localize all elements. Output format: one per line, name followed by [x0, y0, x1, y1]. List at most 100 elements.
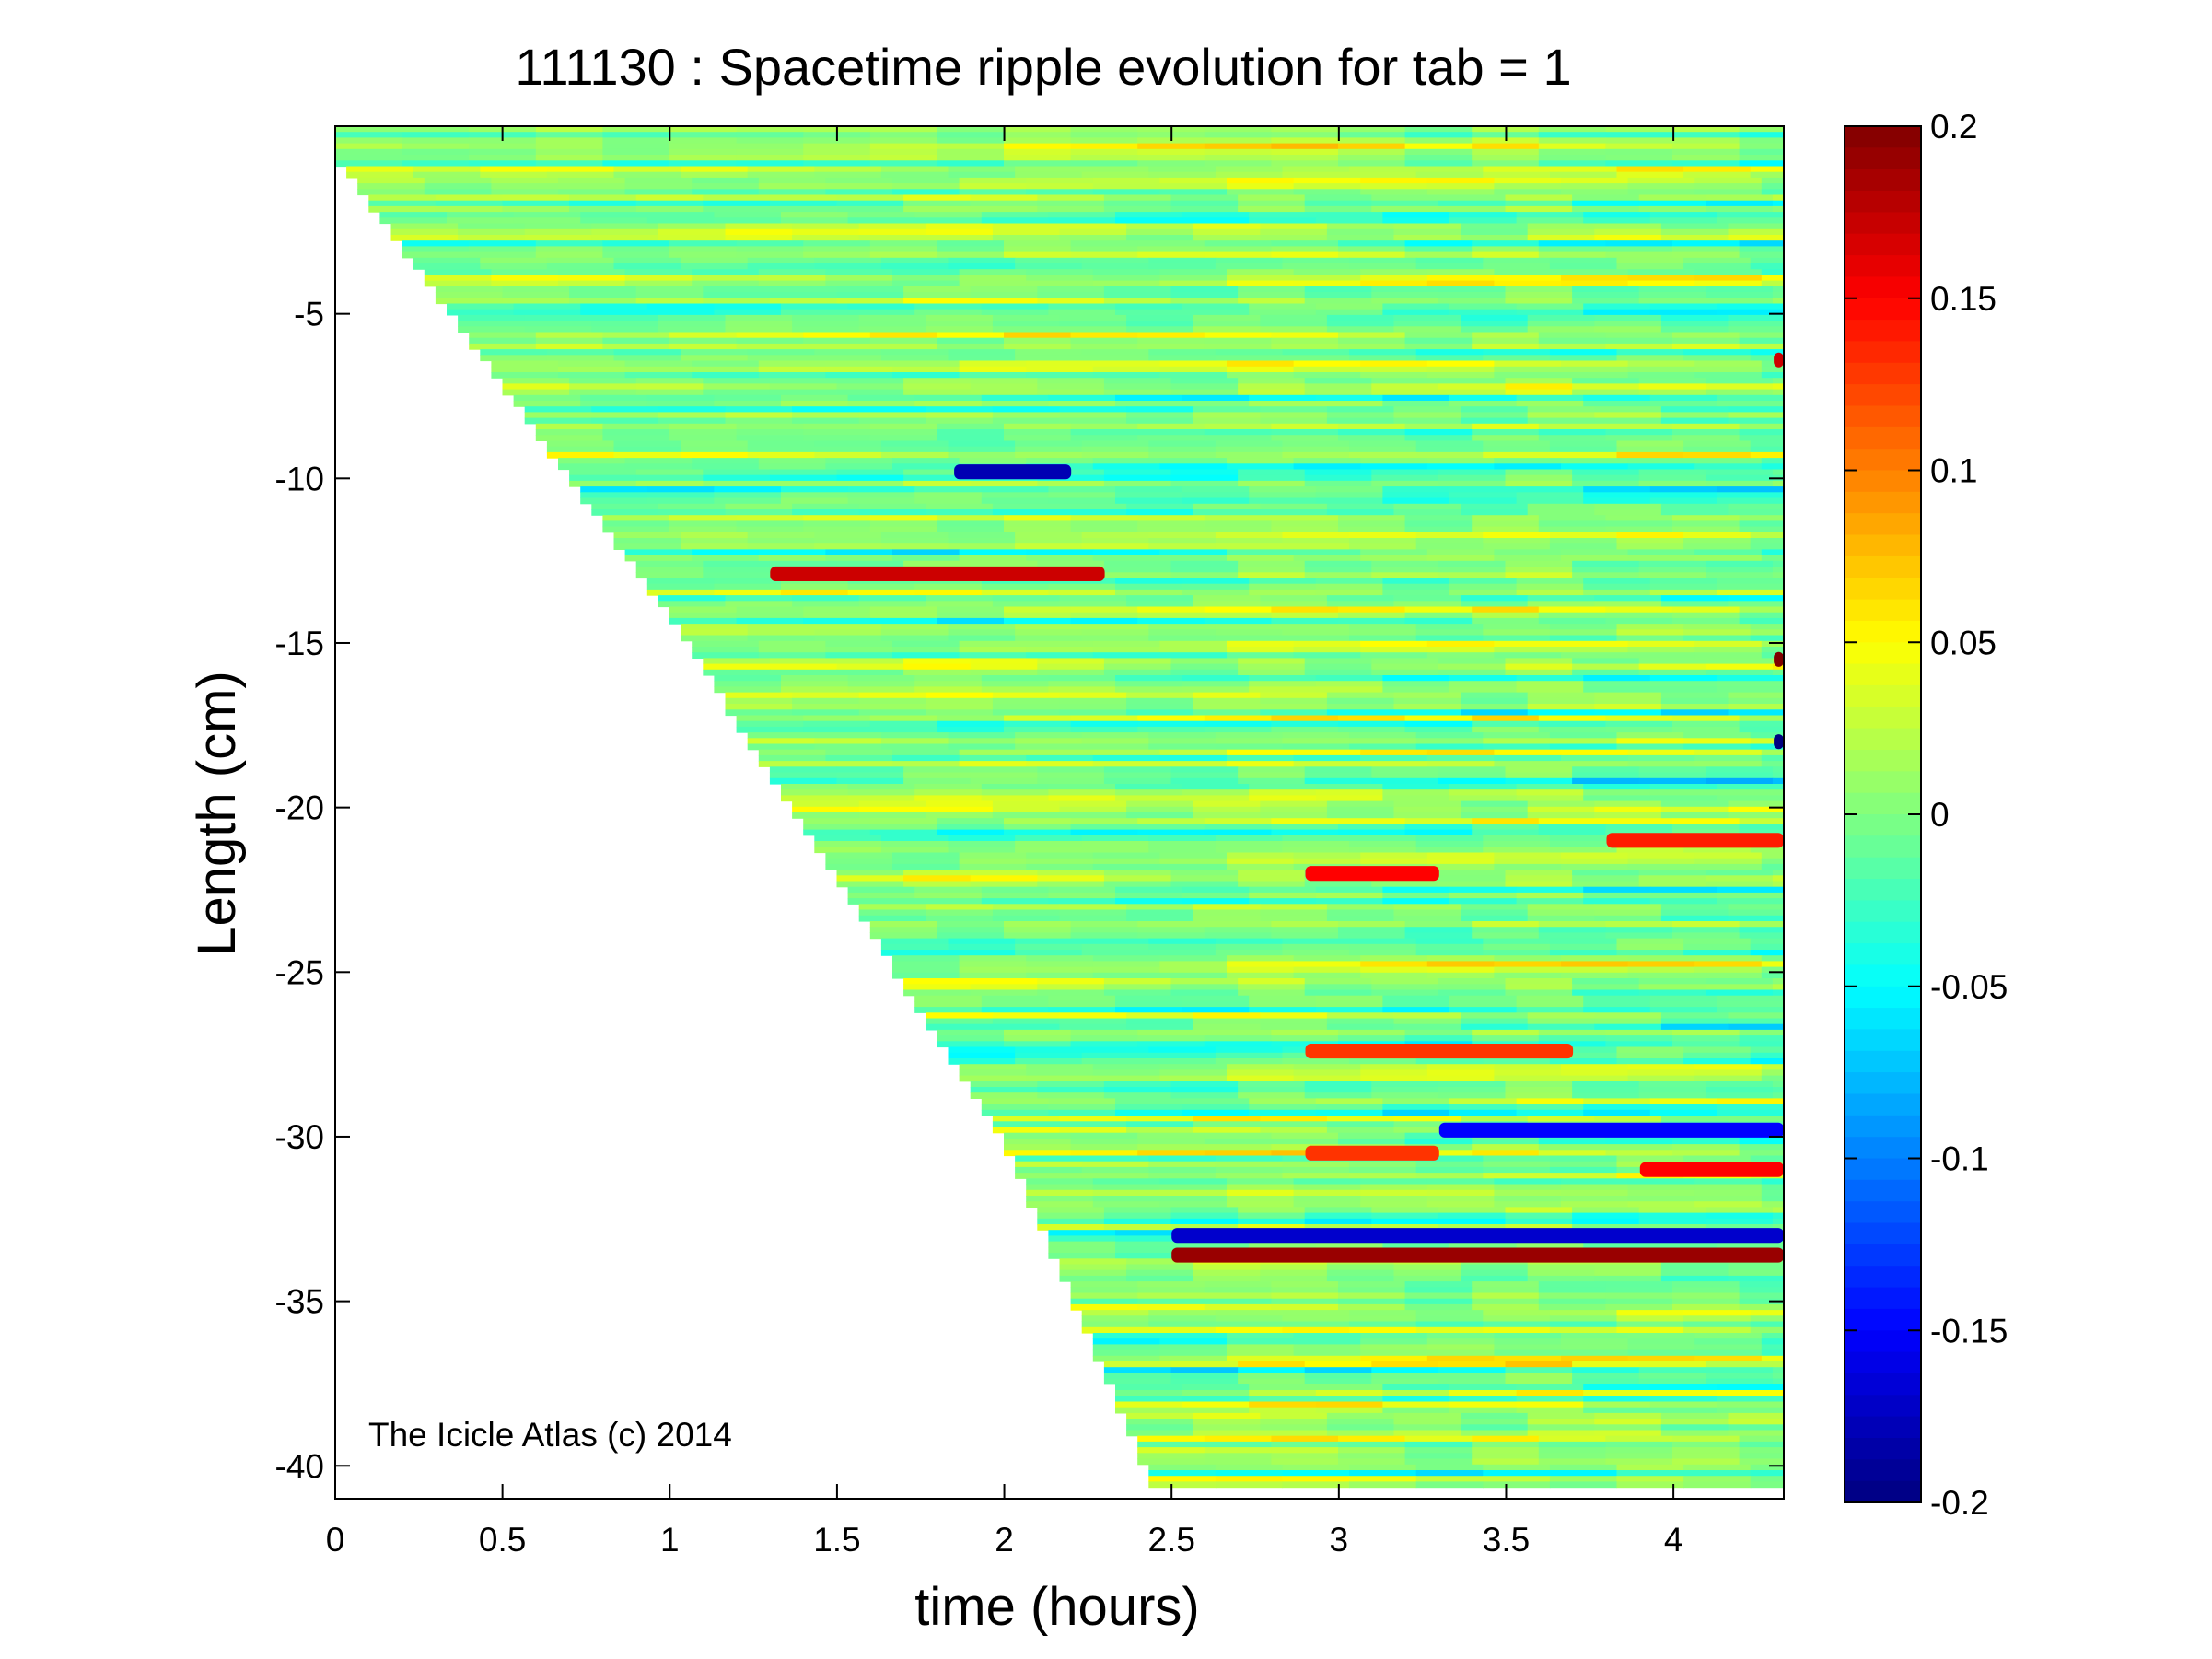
heatmap-cell	[635, 389, 704, 396]
heatmap-cell	[847, 583, 915, 590]
heatmap-cell	[1148, 1315, 1217, 1323]
heatmap-cell	[1472, 160, 1540, 168]
heatmap-cell	[903, 984, 972, 991]
heatmap-cell	[725, 503, 793, 510]
heatmap-cell	[1170, 1218, 1239, 1225]
heatmap-cell	[1070, 1132, 1138, 1139]
heatmap-cell	[1627, 189, 1695, 196]
heatmap-cell	[1572, 205, 1640, 213]
heatmap-cell	[836, 480, 904, 487]
heatmap-cell	[1527, 692, 1595, 699]
heatmap-cell	[669, 526, 738, 533]
heatmap-cell	[1527, 509, 1595, 516]
heatmap-cell	[1148, 446, 1217, 453]
heatmap-cell	[635, 292, 704, 298]
colorbar-segment	[1845, 1480, 1921, 1503]
heatmap-cell	[1683, 847, 1752, 854]
heatmap-cell	[1672, 1281, 1740, 1288]
heatmap-cell	[1761, 647, 1784, 653]
heatmap-cell	[1461, 704, 1529, 710]
heatmap-cell	[635, 200, 704, 207]
heatmap-cell	[1159, 1069, 1228, 1077]
heatmap-cell	[1249, 401, 1317, 407]
heatmap-cell	[1750, 624, 1784, 630]
heatmap-cell	[1739, 423, 1784, 430]
heatmap-cell	[1371, 383, 1439, 391]
heatmap-cell	[1371, 200, 1439, 207]
heatmap-cell	[1092, 961, 1160, 968]
heatmap-cell	[959, 372, 1027, 379]
heatmap-cell	[1605, 726, 1673, 733]
heatmap-cell	[535, 143, 603, 150]
heatmap-cell	[1483, 1321, 1551, 1328]
heatmap-cell	[1426, 754, 1495, 762]
heatmap-cell	[1660, 228, 1729, 236]
heatmap-cell	[970, 663, 1038, 671]
heatmap-cell	[1170, 1092, 1239, 1099]
heatmap-cell	[814, 257, 882, 264]
heatmap-cell	[858, 800, 926, 808]
heatmap-cell	[758, 183, 826, 190]
heatmap-cell	[1249, 1104, 1317, 1111]
heatmap-cell	[1538, 1035, 1606, 1042]
heatmap-cell	[1092, 972, 1160, 979]
heatmap-cell	[1338, 1447, 1406, 1454]
heatmap-cell	[1238, 1207, 1306, 1214]
heatmap-cell	[836, 777, 904, 785]
heatmap-cell	[613, 355, 681, 362]
heatmap-cell	[1037, 205, 1105, 213]
heatmap-cell	[1717, 675, 1784, 682]
heatmap-cell	[1271, 818, 1339, 824]
heatmap-cell	[1683, 349, 1752, 356]
heatmap-cell	[1660, 1023, 1729, 1031]
heatmap-cell	[1360, 972, 1428, 979]
heatmap-cell	[1349, 1464, 1417, 1471]
heatmap-cell	[1483, 950, 1551, 956]
heatmap-cell	[1249, 892, 1317, 899]
heatmap-cell	[1672, 1441, 1740, 1448]
heatmap-cell	[1561, 458, 1629, 464]
heatmap-cell	[926, 806, 994, 813]
heatmap-cell	[1081, 1155, 1149, 1162]
heatmap-cell	[1516, 217, 1584, 225]
heatmap-cell	[937, 126, 1005, 133]
heatmap-cell	[1360, 1178, 1428, 1186]
heatmap-cell	[1103, 777, 1172, 785]
heatmap-cell	[1215, 440, 1284, 448]
heatmap-cell	[1193, 704, 1261, 710]
heatmap-cell	[1638, 777, 1706, 785]
heatmap-cell	[1126, 909, 1194, 917]
heatmap-cell	[803, 251, 871, 259]
heatmap-cell	[569, 383, 637, 391]
heatmap-cell	[1170, 560, 1239, 567]
heatmap-cell	[1282, 440, 1350, 448]
heatmap-cell	[1426, 966, 1495, 974]
heatmap-cell	[1717, 795, 1784, 802]
heatmap-cell	[1092, 1349, 1160, 1357]
heatmap-cell	[1293, 858, 1361, 865]
heatmap-cell	[1750, 1046, 1784, 1054]
heatmap-cell	[1772, 1087, 1784, 1093]
heatmap-cell	[1494, 366, 1562, 373]
heatmap-cell	[1148, 1476, 1217, 1482]
heatmap-cell	[1304, 1218, 1372, 1225]
heatmap-cell	[1627, 961, 1695, 968]
heatmap-cell	[1605, 1441, 1673, 1448]
heatmap-cell	[1772, 389, 1784, 396]
heatmap-cell	[1494, 966, 1562, 974]
heatmap-cell	[1449, 303, 1518, 310]
heatmap-cell	[1415, 166, 1484, 173]
heatmap-cell	[1672, 606, 1740, 613]
heatmap-cell	[692, 177, 760, 184]
heatmap-cell	[1193, 1269, 1261, 1277]
heatmap-cell	[1393, 692, 1461, 699]
heatmap-cell	[681, 629, 749, 637]
heatmap-cell	[1660, 235, 1729, 241]
heatmap-cell	[535, 240, 603, 247]
heatmap-cell	[869, 132, 937, 138]
heatmap-cell	[1238, 663, 1306, 671]
heatmap-cell	[1638, 480, 1706, 487]
heatmap-cell	[1483, 1464, 1551, 1471]
heatmap-cell	[1170, 1367, 1239, 1373]
heatmap-cell	[1616, 171, 1684, 179]
